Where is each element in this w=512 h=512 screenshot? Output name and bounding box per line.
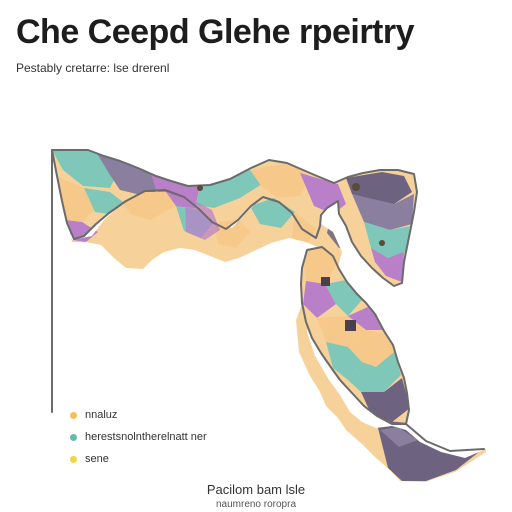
legend-item: sene: [70, 448, 250, 470]
legend-swatch: [70, 411, 77, 419]
legend-label: herestsnolntherelnatt ner: [85, 431, 207, 443]
legend-swatch: [70, 455, 77, 463]
legend-label: nnaluz: [85, 409, 118, 421]
legend-item: nnaluz: [70, 404, 250, 426]
legend-label: sene: [85, 453, 109, 465]
legend-item: herestsnolntherelnatt ner: [70, 426, 250, 448]
legend: nnaluz herestsnolntherelnatt ner sene: [70, 404, 250, 470]
map-title: Che Ceepd Glehe rpeirtry: [16, 13, 415, 51]
map-subtitle: Pestably cretarre: lse drerenl: [16, 61, 170, 75]
footer-subcaption: naumreno roropra: [215, 499, 297, 510]
footer-caption: Pacilom bam lsle: [206, 482, 306, 497]
legend-swatch: [70, 433, 77, 441]
